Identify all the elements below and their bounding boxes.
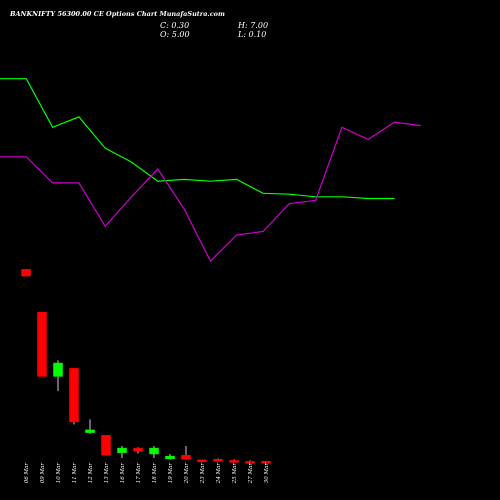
candle-body — [133, 447, 143, 452]
indicator-lines — [0, 78, 421, 263]
x-tick-label: 09 Mar — [40, 463, 46, 484]
candle-body — [149, 447, 159, 455]
chart-title: BANKNIFTY 56300.00 CE Options Chart Muna… — [9, 10, 225, 18]
low-readout: L: 0.10 — [237, 30, 266, 39]
indicator-line-2 — [0, 121, 421, 263]
x-tick-label: 25 Mar — [232, 463, 238, 485]
candles — [21, 269, 271, 464]
x-tick-label: 24 Mar — [216, 463, 222, 485]
x-tick-label: 20 Mar — [184, 463, 190, 485]
candle-06-mar — [21, 269, 31, 277]
candle-23-mar — [197, 459, 207, 463]
x-tick-label: 23 Mar — [200, 463, 206, 485]
x-tick-label: 13 Mar — [104, 463, 110, 484]
candle-27-mar — [245, 460, 255, 464]
candle-10-mar — [53, 360, 63, 392]
x-axis-ticks: 06 Mar 09 Mar 10 Mar 11 Mar 12 Mar 13 Mar 16 M… — [24, 463, 270, 485]
candle-09-mar — [37, 311, 47, 377]
x-tick-label: 06 Mar — [24, 463, 30, 484]
x-tick-label: 17 Mar — [136, 463, 142, 484]
candle-body — [85, 429, 95, 433]
x-tick-label: 19 Mar — [168, 463, 174, 484]
candle-body — [165, 455, 175, 460]
x-tick-label: 10 Mar — [56, 463, 62, 484]
candle-body — [101, 435, 111, 456]
candle-body — [21, 269, 31, 277]
candle-body — [261, 461, 271, 464]
candle-body — [181, 455, 191, 460]
candle-18-mar — [149, 445, 159, 458]
x-tick-label: 11 Mar — [72, 463, 78, 484]
x-tick-label: 16 Mar — [120, 463, 126, 484]
candle-30-mar — [261, 460, 271, 464]
candle-body — [117, 447, 127, 453]
candle-body — [229, 460, 239, 463]
candle-16-mar — [117, 445, 127, 458]
indicator-line-1 — [0, 78, 395, 200]
x-tick-label: 27 Mar — [248, 463, 254, 485]
candle-body — [53, 362, 63, 377]
candle-17-mar — [133, 447, 143, 454]
close-readout: C: 0.30 — [160, 21, 189, 30]
candle-body — [69, 368, 79, 423]
candle-11-mar — [69, 368, 79, 425]
x-tick-label: 18 Mar — [152, 463, 158, 484]
x-tick-label: 12 Mar — [88, 463, 94, 484]
high-readout: H: 7.00 — [237, 21, 268, 30]
candle-12-mar — [85, 419, 95, 434]
candle-24-mar — [213, 458, 223, 462]
x-tick-label: 30 Mar — [264, 463, 270, 484]
candle-19-mar — [165, 453, 175, 460]
candle-body — [37, 311, 47, 377]
candle-20-mar — [181, 445, 191, 460]
open-readout: O: 5.00 — [160, 30, 190, 39]
candle-body — [213, 459, 223, 462]
candle-body — [197, 459, 207, 463]
candle-13-mar — [101, 435, 111, 456]
candle-25-mar — [229, 459, 239, 463]
candle-body — [245, 461, 255, 464]
